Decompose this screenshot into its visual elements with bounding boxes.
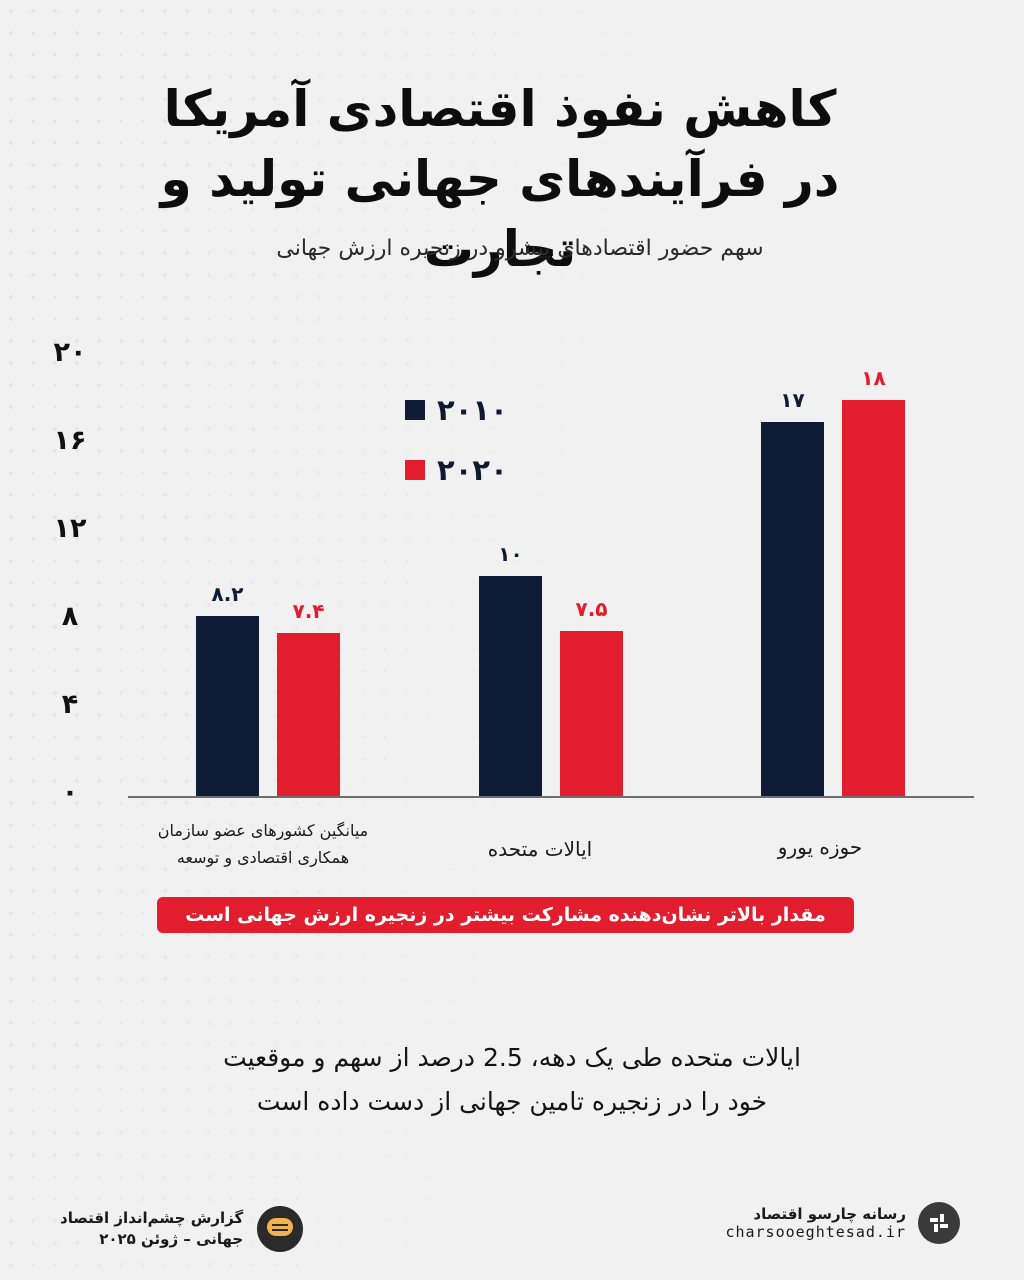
report-source: گزارش چشم‌انداز اقتصاد جهانی – ژوئن ۲۰۲۵ — [60, 1206, 304, 1252]
brand-name: رسانه چارسو اقتصاد — [753, 1205, 906, 1223]
caption-line-1: ایالات متحده طی یک دهه، 2.5 درصد از سهم … — [223, 1043, 801, 1072]
y-tick-label: ۸ — [61, 601, 79, 632]
legend-label-2010: ۲۰۱۰ — [437, 393, 508, 427]
data-label-2010: ۸.۲ — [211, 581, 244, 606]
category-label-oecd-line2: همکاری اقتصادی و توسعه — [176, 848, 350, 867]
category-label-oecd: میانگین کشورهای عضو سازمان همکاری اقتصاد… — [128, 817, 398, 871]
title-line-2: در فرآیندهای جهانی تولید و تجارت — [160, 150, 840, 278]
report-line-1: گزارش چشم‌انداز اقتصاد — [60, 1209, 244, 1227]
bar-2020 — [277, 633, 340, 796]
y-tick-label: ۴ — [61, 689, 79, 720]
legend-swatch-2010 — [405, 400, 425, 420]
brand: رسانه چارسو اقتصاد charsooeghtesad.ir — [725, 1202, 960, 1244]
brand-url[interactable]: charsooeghtesad.ir — [725, 1223, 906, 1241]
bar-2010 — [761, 422, 824, 796]
y-tick-label: ۱۶ — [53, 425, 87, 456]
brand-text: رسانه چارسو اقتصاد charsooeghtesad.ir — [725, 1205, 906, 1241]
title-line-1: کاهش نفوذ اقتصادی آمریکا — [163, 80, 837, 138]
chart-subtitle: سهم حضور اقتصادهای پیشرو در زنجیره ارزش … — [276, 236, 764, 261]
category-label-us: ایالات متحده — [487, 837, 593, 861]
data-label-2010: ۱۰ — [498, 542, 523, 566]
category-label-oecd-line1: میانگین کشورهای عضو سازمان — [157, 821, 369, 840]
legend-item-2010: ۲۰۱۰ — [405, 393, 508, 427]
category-label-euro: حوزه یورو — [777, 835, 863, 859]
y-tick-label: ۱۲ — [53, 513, 87, 544]
chart-title: کاهش نفوذ اقتصادی آمریکا در فرآیندهای جه… — [80, 74, 920, 284]
bar-2020 — [842, 400, 905, 796]
legend-label-2020: ۲۰۲۰ — [437, 453, 508, 487]
y-tick-label: ۰ — [61, 777, 79, 808]
bar-2010 — [479, 576, 542, 796]
note-banner: مقدار بالاتر نشان‌دهنده مشارکت بیشتر در … — [157, 897, 854, 933]
legend-swatch-2020 — [405, 460, 425, 480]
caption-text: ایالات متحده طی یک دهه، 2.5 درصد از سهم … — [130, 1036, 894, 1124]
report-line-2: جهانی – ژوئن ۲۰۲۵ — [99, 1230, 244, 1248]
x-axis-line — [128, 796, 974, 798]
data-label-2010: ۱۷ — [780, 388, 805, 412]
bar-2010 — [196, 615, 259, 796]
y-tick-label: ۲۰ — [53, 337, 87, 368]
data-label-2020: ۷.۴ — [292, 599, 325, 624]
data-label-2020: ۱۸ — [861, 366, 886, 390]
legend-item-2020: ۲۰۲۰ — [405, 453, 508, 487]
chat-bubble-icon — [257, 1206, 304, 1252]
report-source-text: گزارش چشم‌انداز اقتصاد جهانی – ژوئن ۲۰۲۵ — [60, 1208, 243, 1250]
caption-line-2: خود را در زنجیره تامین جهانی از دست داده… — [256, 1087, 768, 1116]
charsoo-logo-icon — [918, 1202, 960, 1244]
bar-2020 — [560, 631, 623, 796]
data-label-2020: ۷.۵ — [575, 597, 608, 621]
